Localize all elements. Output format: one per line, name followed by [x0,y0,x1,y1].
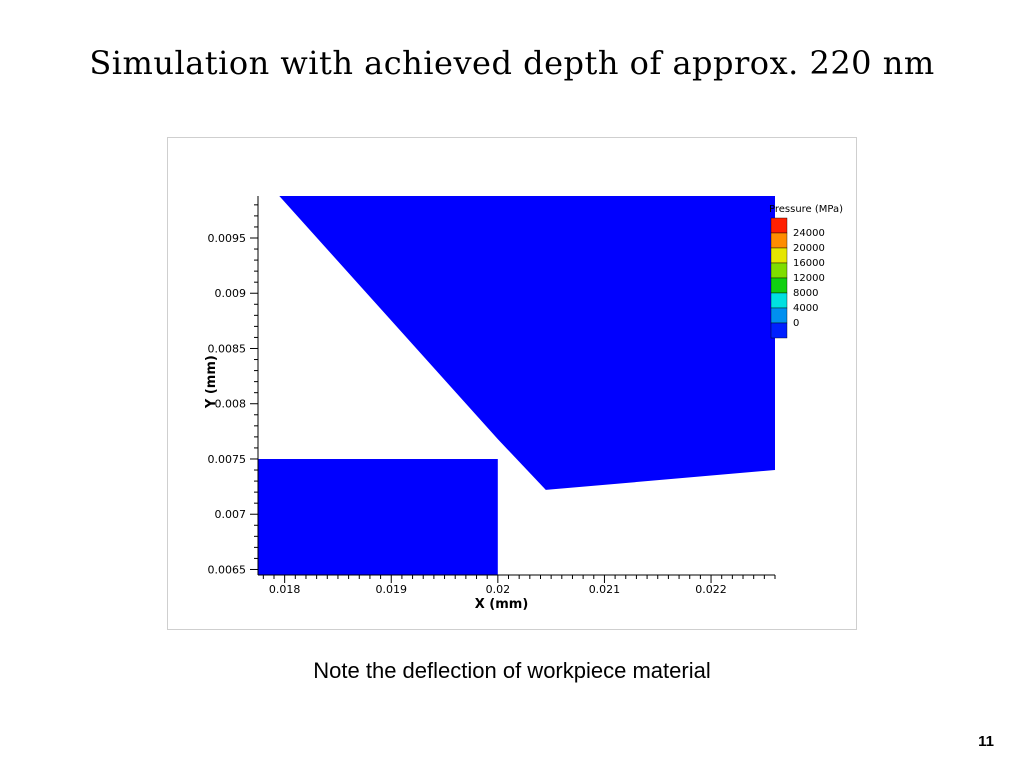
y-tick-label: 0.0065 [208,563,247,576]
workpiece-region [258,459,498,575]
legend-swatch [770,277,788,294]
x-tick-label: 0.021 [589,583,621,596]
pressure-contour-figure: 0.018 0.019 0.02 0.021 0.022 0.0065 0.007 0.007… [167,137,857,630]
tool-region [279,196,775,490]
y-tick-label: 0.0075 [208,453,247,466]
page-number: 11 [978,733,994,750]
legend-label: 24000 [793,228,825,239]
legend-swatch [770,232,788,249]
legend-swatch [770,217,788,234]
legend-label: 12000 [793,273,825,284]
legend-swatch [770,247,788,264]
pressure-contour-chart: 0.018 0.019 0.02 0.021 0.022 0.0065 0.007 0.007… [204,196,843,612]
x-tick-label: 0.022 [695,583,727,596]
legend-label: 8000 [793,288,818,299]
x-tick-label: 0.02 [486,583,511,596]
y-tick-label: 0.0085 [208,342,247,355]
x-axis-title: X (mm) [475,597,529,612]
legend-label: 20000 [793,243,825,254]
y-axis-title: Y (mm) [204,355,219,409]
legend-title: Pressure (MPa) [769,204,843,215]
y-tick-label: 0.0095 [208,232,247,245]
slide-title: Simulation with achieved depth of approx… [89,44,935,82]
x-tick-label: 0.019 [375,583,407,596]
legend-swatch [770,292,788,309]
x-tick-label: 0.018 [269,583,301,596]
legend-label: 16000 [793,258,825,269]
y-tick-label: 0.008 [215,398,247,411]
y-tick-label: 0.007 [215,508,247,521]
legend-swatch [770,307,788,324]
legend-label: 4000 [793,303,818,314]
legend-swatch [770,322,788,339]
y-tick-label: 0.009 [215,287,247,300]
legend-label: 0 [793,318,799,329]
legend-swatch [770,262,788,279]
caption: Note the deflection of workpiece materia… [313,658,711,683]
